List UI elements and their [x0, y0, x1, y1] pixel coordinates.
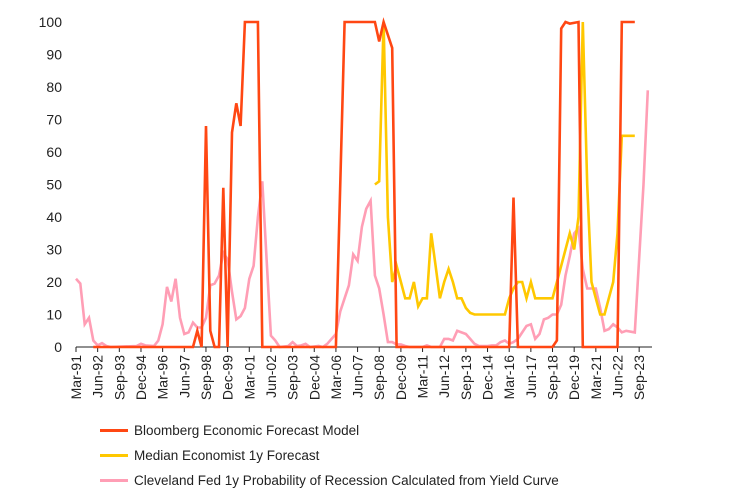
- y-tick-label: 100: [39, 14, 63, 30]
- legend-item-median-economist: Median Economist 1y Forecast: [100, 443, 559, 468]
- x-tick-label: Mar-91: [68, 355, 84, 400]
- x-tick-label: Jun-92: [90, 355, 106, 398]
- x-tick-label: Jun-17: [523, 355, 539, 398]
- x-tick-label: Sep-08: [371, 355, 387, 400]
- legend-label: Median Economist 1y Forecast: [134, 448, 320, 463]
- line-chart: 0 10 20 30 40 50 60 70 80 90 100 Mar-91 Jun-92 Sep-9…: [39, 14, 652, 400]
- legend-label: Cleveland Fed 1y Probability of Recessio…: [134, 473, 559, 488]
- x-tick-label: Jun-07: [350, 355, 366, 398]
- x-tick-label: Jun-22: [610, 355, 626, 398]
- x-tick-label: Dec-14: [480, 355, 496, 400]
- x-tick-label: Dec-19: [566, 355, 582, 400]
- legend: Bloomberg Economic Forecast Model Median…: [100, 418, 559, 493]
- x-tick-label: Mar-96: [155, 355, 171, 400]
- legend-swatch-bloomberg: [100, 429, 128, 432]
- legend-label: Bloomberg Economic Forecast Model: [134, 423, 360, 438]
- legend-item-bloomberg: Bloomberg Economic Forecast Model: [100, 418, 559, 443]
- legend-swatch-cleveland-fed: [100, 479, 128, 482]
- x-tick-label: Sep-13: [458, 355, 474, 400]
- x-tick-label: Jun-97: [176, 355, 192, 398]
- x-tick-label: Sep-98: [198, 355, 214, 400]
- x-tick-label: Sep-23: [631, 355, 647, 400]
- x-tick-label: Sep-18: [545, 355, 561, 400]
- x-tick-label: Mar-21: [588, 355, 604, 400]
- y-tick-label: 90: [46, 47, 62, 63]
- y-tick-label: 0: [54, 339, 62, 355]
- x-tick-label: Dec-99: [220, 355, 236, 400]
- x-tick-label: Dec-09: [393, 355, 409, 400]
- y-tick-label: 10: [46, 307, 62, 323]
- y-tick-label: 20: [46, 274, 62, 290]
- x-tick-label: Jun-02: [263, 355, 279, 398]
- x-tick-label: Jun-12: [436, 355, 452, 398]
- x-tick-label: Sep-03: [285, 355, 301, 400]
- y-axis-labels: 0 10 20 30 40 50 60 70 80 90 100: [39, 14, 63, 355]
- legend-item-cleveland-fed: Cleveland Fed 1y Probability of Recessio…: [100, 468, 559, 493]
- legend-swatch-median-economist: [100, 454, 128, 457]
- series-line-bloomberg: [93, 17, 635, 349]
- x-axis: Mar-91 Jun-92 Sep-93 Dec-94 Mar-96 Jun-97 Sep-…: [68, 346, 652, 400]
- x-tick-label: Mar-11: [415, 355, 431, 399]
- series-line-median-economist: [374, 21, 635, 316]
- y-tick-label: 40: [46, 209, 62, 225]
- x-tick-label: Dec-94: [133, 355, 149, 400]
- x-tick-label: Mar-01: [241, 355, 257, 400]
- y-tick-label: 30: [46, 242, 62, 258]
- y-tick-label: 80: [46, 79, 62, 95]
- x-tick-label: Sep-93: [111, 355, 127, 400]
- series-lines: [75, 17, 650, 349]
- series-line-cleveland-fed: [75, 90, 650, 349]
- y-tick-label: 60: [46, 144, 62, 160]
- x-tick-label: Mar-16: [501, 355, 517, 400]
- x-tick-label: Mar-06: [328, 355, 344, 400]
- y-tick-label: 70: [46, 112, 62, 128]
- y-tick-label: 50: [46, 177, 62, 193]
- x-tick-label: Dec-04: [306, 355, 322, 400]
